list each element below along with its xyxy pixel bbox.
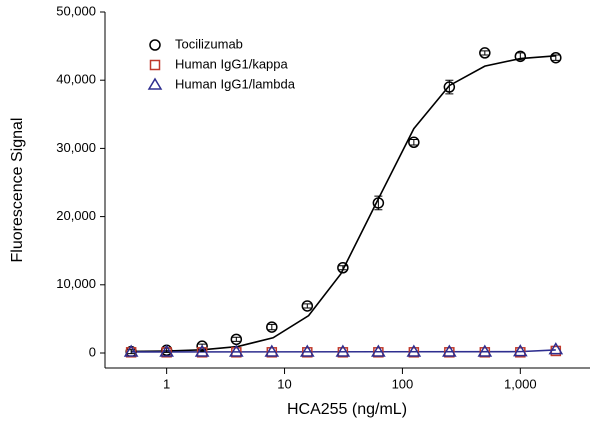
marker bbox=[443, 81, 456, 93]
marker bbox=[371, 344, 386, 357]
marker bbox=[512, 344, 528, 357]
error-bar bbox=[551, 54, 560, 61]
y-tick-label: 40,000 bbox=[56, 72, 96, 87]
y-tick-label: 0 bbox=[89, 344, 96, 359]
error-bar bbox=[338, 265, 347, 271]
marker bbox=[194, 344, 210, 357]
marker bbox=[442, 344, 457, 357]
legend-marker bbox=[149, 39, 161, 51]
fit-curve bbox=[131, 55, 556, 353]
error-bar bbox=[480, 50, 489, 56]
marker bbox=[229, 344, 244, 357]
legend-marker bbox=[149, 59, 161, 71]
marker bbox=[372, 197, 385, 209]
marker bbox=[548, 342, 564, 355]
legend-marker bbox=[147, 77, 163, 90]
marker bbox=[299, 344, 315, 357]
error-bar bbox=[409, 139, 418, 146]
marker bbox=[408, 136, 420, 149]
x-axis-label: HCA255 (ng/mL) bbox=[287, 401, 407, 418]
fit-curve bbox=[131, 349, 556, 353]
marker bbox=[477, 344, 493, 357]
x-tick-label: 1 bbox=[163, 376, 170, 391]
legend-label: Tocilizumab bbox=[175, 36, 243, 51]
y-tick-label: 30,000 bbox=[56, 140, 96, 155]
marker bbox=[550, 51, 562, 64]
x-tick-label: 10 bbox=[277, 376, 291, 391]
legend-label: Human IgG1/lambda bbox=[175, 76, 296, 91]
y-tick-label: 50,000 bbox=[56, 3, 96, 18]
marker bbox=[230, 333, 243, 346]
marker bbox=[337, 261, 349, 274]
marker bbox=[196, 340, 208, 352]
marker bbox=[301, 300, 314, 312]
marker bbox=[479, 47, 491, 59]
marker bbox=[406, 344, 422, 357]
error-bar bbox=[267, 323, 276, 331]
x-tick-label: 1,000 bbox=[504, 376, 537, 391]
y-axis-label: Fluorescence Signal bbox=[9, 118, 26, 263]
marker bbox=[264, 344, 280, 357]
marker bbox=[123, 344, 139, 357]
marker bbox=[159, 344, 174, 357]
marker bbox=[266, 321, 278, 333]
y-tick-label: 20,000 bbox=[56, 208, 96, 223]
error-bar bbox=[232, 336, 241, 342]
x-tick-label: 100 bbox=[392, 376, 414, 391]
marker bbox=[514, 50, 527, 63]
error-bar bbox=[303, 303, 312, 309]
y-tick-label: 10,000 bbox=[56, 276, 96, 291]
legend-label: Human IgG1/kappa bbox=[175, 56, 289, 71]
marker bbox=[335, 344, 351, 357]
